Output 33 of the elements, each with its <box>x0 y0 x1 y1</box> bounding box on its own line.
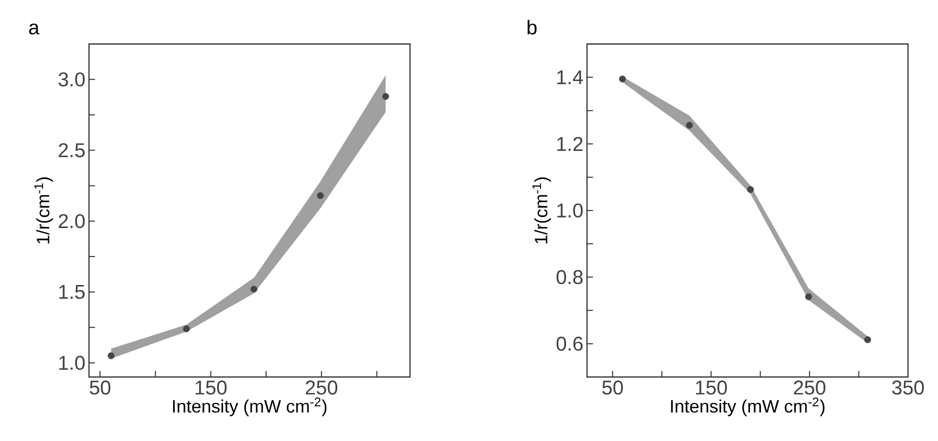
y-tick-label: 0.8 <box>556 270 583 284</box>
y-tick-label: 3.0 <box>58 72 85 86</box>
point <box>183 325 190 332</box>
y-tick-label: 0.6 <box>556 336 583 351</box>
point <box>108 352 115 360</box>
x-tick-label: 250 <box>794 380 826 395</box>
y-tick-label: 2.0 <box>58 214 85 228</box>
x-tick-label: 250 <box>306 380 338 395</box>
x-tick-label: 150 <box>196 380 227 395</box>
y-tick-label: 2.5 <box>58 143 85 158</box>
x-tick-label: 50 <box>90 380 110 395</box>
y-tick-label: 1.2 <box>557 136 582 151</box>
point <box>316 192 324 200</box>
x-tick-label: 350 <box>892 380 924 395</box>
y-tick-label: 1.0 <box>59 356 85 370</box>
chart-title: a <box>29 24 40 34</box>
y-axis-title: 1/r(cm$^{-1}$) <box>34 177 53 244</box>
point <box>382 93 390 100</box>
point <box>619 76 626 82</box>
point <box>805 293 812 300</box>
chart-title: b <box>528 20 537 34</box>
y-tick-label: 1.0 <box>557 203 583 218</box>
point <box>747 186 754 193</box>
point <box>250 286 258 293</box>
x-axis-title: Intensity (mW cm$^{-2}$) <box>173 397 326 416</box>
y-axis-title: 1/r(cm$^{-1}$) <box>532 177 551 244</box>
x-axis-title: Intensity (mW cm$^{-2}$) <box>671 397 824 416</box>
x-tick-label: 150 <box>696 380 727 395</box>
y-tick-label: 1.5 <box>59 285 85 299</box>
point <box>864 336 872 344</box>
point <box>686 122 693 129</box>
y-tick-label: 1.4 <box>557 70 583 84</box>
x-tick-label: 50 <box>602 380 623 395</box>
